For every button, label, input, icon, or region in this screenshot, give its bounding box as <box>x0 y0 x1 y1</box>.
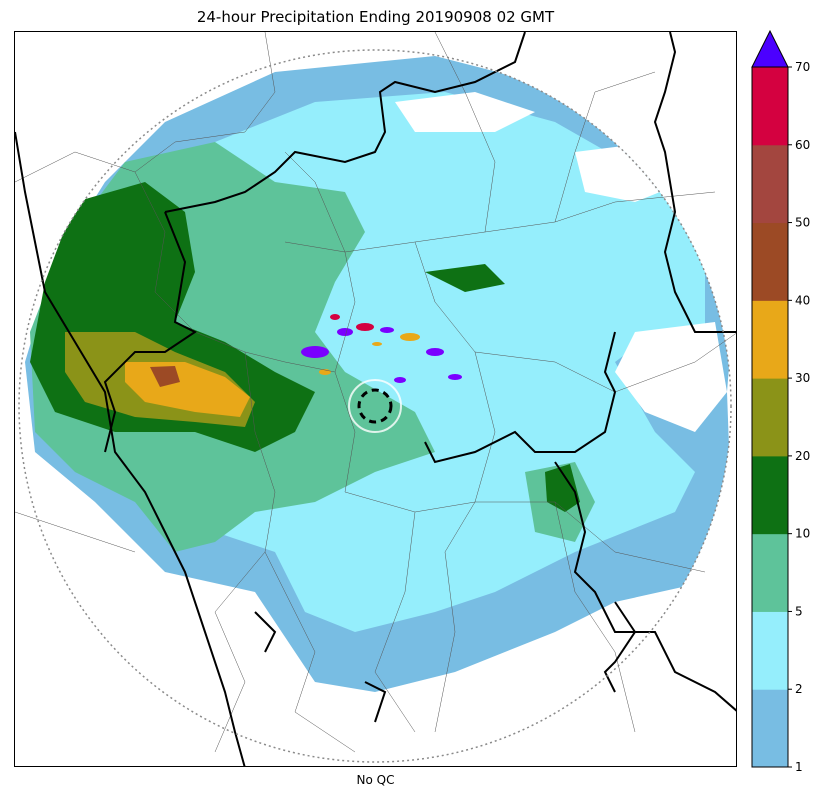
map-title: 24-hour Precipitation Ending 20190908 02… <box>196 8 555 26</box>
precip-level-40-50 <box>150 366 180 387</box>
colorbar-border <box>751 66 789 768</box>
colorbar-swatch <box>752 611 788 690</box>
colorbar-swatch <box>752 378 788 457</box>
radar-range-ring <box>18 49 732 763</box>
colorbar-tick-label: 2 <box>795 682 803 696</box>
colorbar-tick-label: 1 <box>795 760 803 774</box>
precip-gap <box>615 322 727 432</box>
precip-level-10-20 <box>425 264 505 292</box>
colorbar-tick-label: 5 <box>795 604 803 618</box>
precip-level-10-20 <box>545 464 580 512</box>
state-borders <box>103 32 736 712</box>
map-xlabel: No QC <box>356 773 395 787</box>
colorbar-tick-label: 40 <box>795 293 810 307</box>
colorbar-extend-triangle <box>751 29 789 68</box>
colorbar-swatch <box>752 222 788 301</box>
radar-site <box>348 379 402 433</box>
district-borders <box>15 32 736 753</box>
coastline <box>15 131 387 766</box>
colorbar-swatch <box>752 144 788 224</box>
colorbar-canvas: 1 2 5 10 20 30 40 50 60 70 <box>751 29 810 774</box>
colorbar-swatch <box>752 67 788 146</box>
colorbar-tick-label: 60 <box>795 138 810 152</box>
colorbar: 1 2 5 10 20 30 40 50 60 70 <box>751 29 822 774</box>
map-canvas <box>15 32 736 766</box>
colorbar-tick-label: 10 <box>795 527 810 541</box>
colorbar-tick-label: 20 <box>795 449 810 463</box>
colorbar-tick-label: 30 <box>795 371 810 385</box>
colorbar-swatch <box>752 689 788 768</box>
precipitation-map <box>14 31 737 767</box>
colorbar-tick-label: 50 <box>795 216 810 230</box>
convective-cells <box>301 314 462 383</box>
colorbar-swatch <box>752 300 788 379</box>
colorbar-tick-label: 70 <box>795 60 810 74</box>
precip-gap <box>395 92 535 132</box>
colorbar-swatch <box>752 533 788 612</box>
precipitation-field <box>25 56 731 692</box>
colorbar-swatch <box>752 455 788 535</box>
